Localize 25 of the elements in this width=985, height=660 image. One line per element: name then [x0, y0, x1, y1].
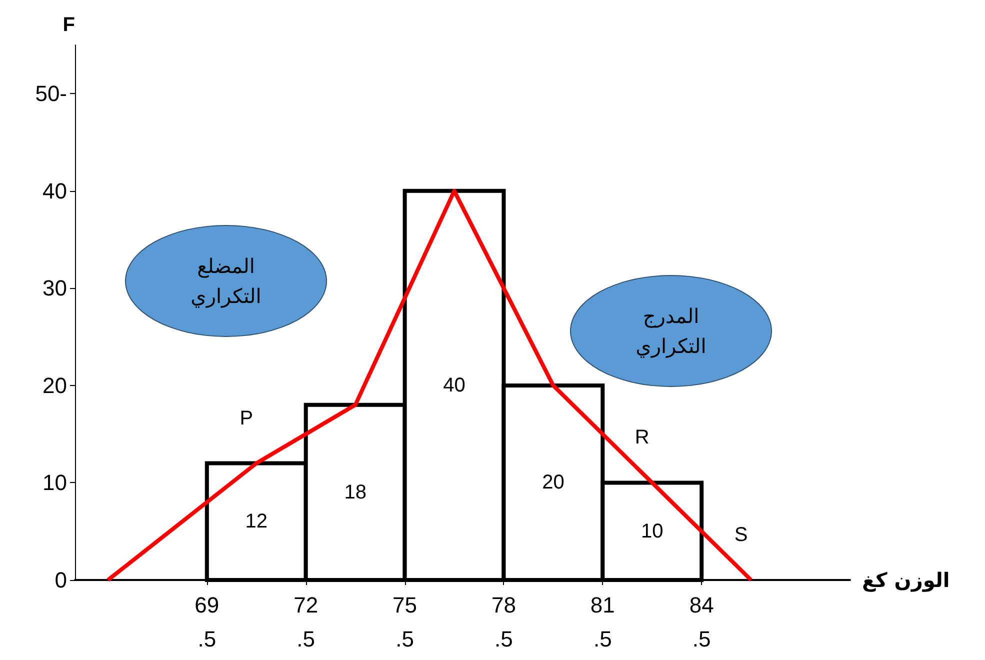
y-tick-label: 20: [42, 372, 67, 398]
y-tick-label: 50-: [35, 81, 67, 106]
x-tick-label: 69 .5: [194, 592, 220, 652]
x-tick-label: 81 .5: [590, 592, 615, 652]
data-label: 10: [641, 520, 664, 542]
data-label: 12: [245, 510, 268, 533]
y-tick-label: 10: [42, 470, 67, 496]
data-label: 18: [344, 481, 366, 504]
annotation: S: [734, 524, 748, 546]
x-axis-title: الوزن كغ: [862, 568, 950, 592]
data-label: 20: [542, 472, 564, 494]
x-tick-label: 78 .5: [491, 592, 516, 652]
x-tick-label: 84 .5: [689, 592, 714, 652]
x-tick-label: 72 .5: [294, 592, 318, 652]
x-tick-label: 75 .5: [392, 592, 418, 652]
y-tick-label: 0: [54, 568, 67, 592]
annotation: P: [240, 407, 254, 430]
y-tick-label: 30: [42, 276, 67, 301]
annotation: R: [634, 426, 650, 449]
y-tick-label: 40: [42, 178, 67, 204]
ellipse-shape: المضلع التكراري: [125, 225, 327, 337]
ellipse-shape: المدرج التكراري: [570, 275, 772, 387]
line-series: [106, 188, 754, 582]
y-axis-title: F: [62, 14, 75, 36]
data-label: 40: [443, 374, 466, 396]
